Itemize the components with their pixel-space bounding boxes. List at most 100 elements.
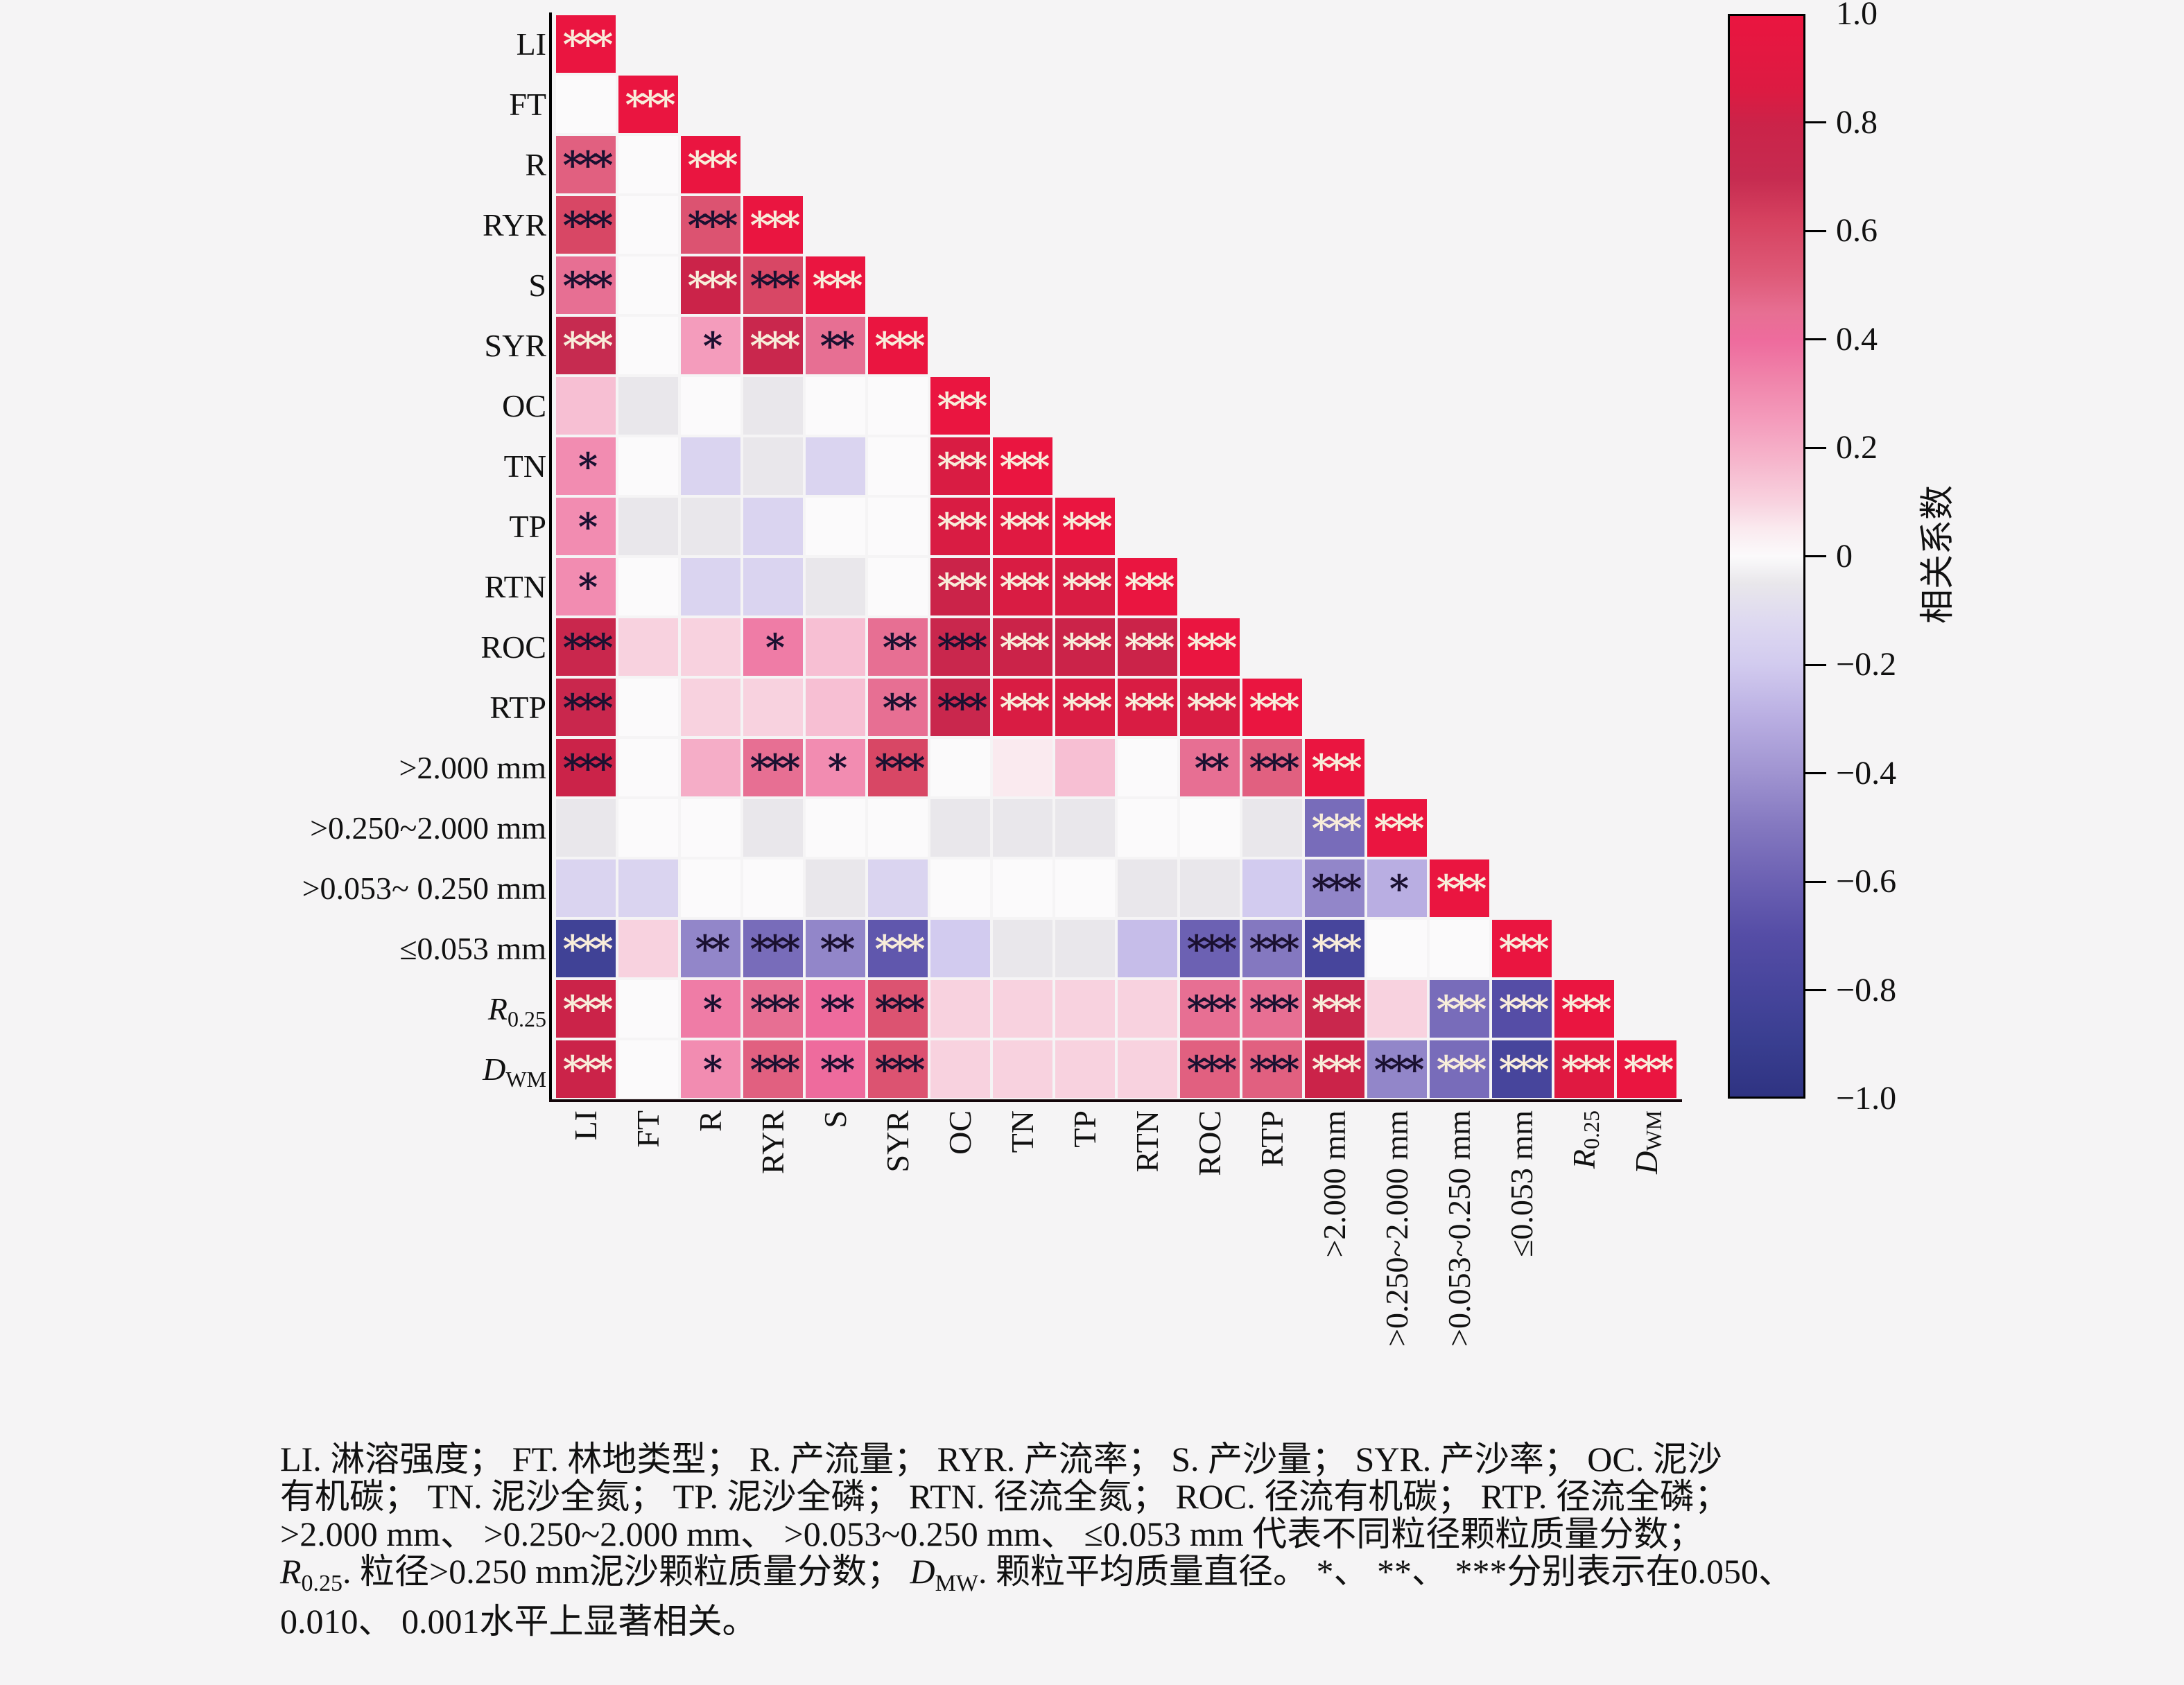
matrix-cell bbox=[618, 196, 678, 254]
matrix-cell bbox=[930, 920, 990, 977]
matrix-cell bbox=[993, 739, 1052, 796]
matrix-cell: *** bbox=[806, 256, 865, 314]
matrix-cell: * bbox=[556, 437, 616, 495]
matrix-cell: *** bbox=[556, 1040, 616, 1098]
matrix-cell bbox=[1055, 739, 1115, 796]
matrix-cell bbox=[1180, 859, 1240, 917]
x-axis-line bbox=[549, 1099, 1682, 1102]
matrix-cell: *** bbox=[1242, 1040, 1302, 1098]
matrix-cell bbox=[556, 377, 616, 435]
colorbar-tick bbox=[1805, 446, 1826, 449]
matrix-cell: *** bbox=[930, 437, 990, 495]
matrix-cell: *** bbox=[556, 739, 616, 796]
matrix-cell: *** bbox=[1118, 618, 1177, 676]
matrix-cell: ** bbox=[1180, 739, 1240, 796]
matrix-cell bbox=[681, 618, 740, 676]
colorbar-tick-label: −0.4 bbox=[1836, 754, 1897, 792]
matrix-cell: *** bbox=[556, 136, 616, 193]
matrix-cell: *** bbox=[1492, 920, 1552, 977]
column-label: S bbox=[817, 1110, 853, 1128]
matrix-cell bbox=[681, 679, 740, 736]
matrix-cell bbox=[1055, 1040, 1115, 1098]
matrix-cell: *** bbox=[1617, 1040, 1676, 1098]
colorbar-tick-label: −0.6 bbox=[1836, 863, 1897, 900]
matrix-cell: *** bbox=[993, 437, 1052, 495]
matrix-cell: *** bbox=[993, 498, 1052, 555]
row-label: R0.25 bbox=[487, 991, 546, 1032]
matrix-cell bbox=[1367, 980, 1427, 1038]
column-label: TP bbox=[1067, 1110, 1102, 1148]
matrix-cell bbox=[1242, 799, 1302, 857]
matrix-cell bbox=[806, 618, 865, 676]
matrix-cell: *** bbox=[1430, 1040, 1489, 1098]
column-label: RTP bbox=[1254, 1110, 1290, 1167]
matrix-cell bbox=[806, 679, 865, 736]
column-label: RYR bbox=[755, 1110, 790, 1175]
colorbar-tick bbox=[1805, 555, 1826, 557]
colorbar-tick-label: 0.2 bbox=[1836, 429, 1878, 466]
matrix-cell: *** bbox=[556, 256, 616, 314]
matrix-cell: *** bbox=[743, 1040, 803, 1098]
row-label: R bbox=[525, 147, 546, 182]
matrix-cell: *** bbox=[556, 15, 616, 73]
matrix-cell bbox=[930, 980, 990, 1038]
caption-line-3: >2.000 mm、 >0.250~2.000 mm、 >0.053~0.250… bbox=[280, 1514, 1704, 1553]
matrix-cell bbox=[993, 980, 1052, 1038]
matrix-cell: *** bbox=[1554, 1040, 1614, 1098]
matrix-cell bbox=[806, 377, 865, 435]
column-label: DWM bbox=[1629, 1110, 1667, 1174]
matrix-cell bbox=[681, 377, 740, 435]
caption-line-4: R0.25. 粒径>0.250 mm泥沙颗粒质量分数； DMW. 颗粒平均质量直… bbox=[280, 1552, 1793, 1596]
matrix-cell: *** bbox=[1242, 920, 1302, 977]
row-label: RTN bbox=[484, 569, 546, 604]
matrix-cell bbox=[681, 558, 740, 615]
matrix-cell bbox=[868, 498, 928, 555]
matrix-cell bbox=[743, 558, 803, 615]
matrix-cell bbox=[993, 1040, 1052, 1098]
matrix-cell bbox=[1118, 920, 1177, 977]
matrix-cell: *** bbox=[1055, 679, 1115, 736]
colorbar-tick-label: 1.0 bbox=[1836, 0, 1878, 32]
matrix-cell: *** bbox=[743, 980, 803, 1038]
matrix-cell bbox=[618, 980, 678, 1038]
row-label: FT bbox=[509, 87, 546, 122]
matrix-cell: ** bbox=[681, 920, 740, 977]
matrix-cell: *** bbox=[993, 558, 1052, 615]
colorbar-tick bbox=[1805, 229, 1826, 232]
matrix-cell: *** bbox=[1305, 1040, 1364, 1098]
matrix-cell bbox=[618, 377, 678, 435]
matrix-cell: *** bbox=[1180, 1040, 1240, 1098]
matrix-cell bbox=[618, 437, 678, 495]
matrix-cell bbox=[868, 859, 928, 917]
column-label: ≤0.053 mm bbox=[1504, 1110, 1539, 1257]
colorbar-tick bbox=[1805, 772, 1826, 774]
matrix-cell: *** bbox=[618, 76, 678, 133]
row-label: >2.000 mm bbox=[399, 750, 546, 785]
row-label: DWM bbox=[483, 1051, 546, 1092]
row-label: ROC bbox=[480, 629, 546, 665]
matrix-cell: ** bbox=[806, 920, 865, 977]
matrix-cell: ** bbox=[806, 1040, 865, 1098]
matrix-cell: *** bbox=[930, 618, 990, 676]
matrix-cell bbox=[618, 679, 678, 736]
matrix-cell bbox=[556, 76, 616, 133]
matrix-cell bbox=[618, 739, 678, 796]
colorbar-tick bbox=[1805, 989, 1826, 991]
matrix-cell bbox=[743, 679, 803, 736]
row-label: ≤0.053 mm bbox=[399, 931, 546, 966]
matrix-cell bbox=[993, 799, 1052, 857]
colorbar-tick-label: −0.8 bbox=[1836, 971, 1897, 1009]
matrix-cell: *** bbox=[930, 498, 990, 555]
matrix-cell: *** bbox=[1180, 920, 1240, 977]
matrix-cell bbox=[1118, 859, 1177, 917]
matrix-cell bbox=[1055, 980, 1115, 1038]
column-label: OC bbox=[942, 1110, 978, 1155]
column-label: R0.25 bbox=[1566, 1110, 1604, 1169]
colorbar-tick-label: 0 bbox=[1836, 537, 1853, 575]
matrix-cell bbox=[1367, 920, 1427, 977]
matrix-cell: *** bbox=[1430, 859, 1489, 917]
matrix-cell bbox=[930, 1040, 990, 1098]
matrix-cell bbox=[1118, 799, 1177, 857]
matrix-cell: * bbox=[1367, 859, 1427, 917]
